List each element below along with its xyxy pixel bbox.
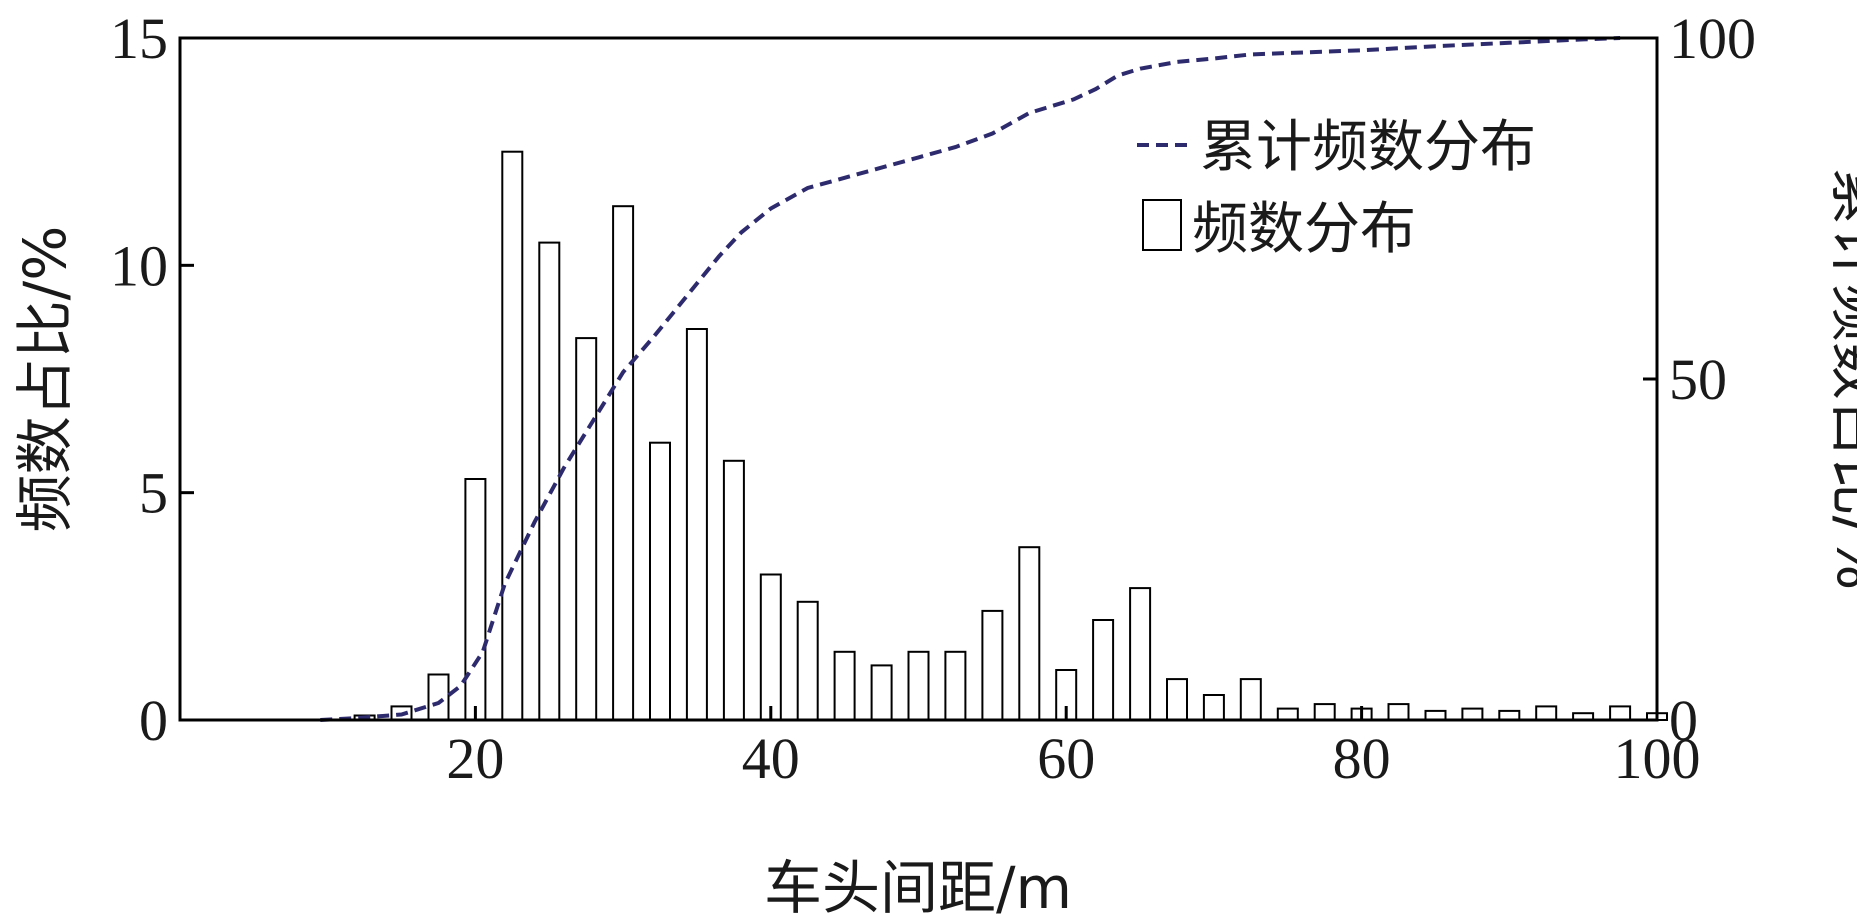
bar-10 <box>722 459 745 721</box>
bar-34 <box>1609 705 1632 722</box>
bar-22 <box>1166 678 1188 721</box>
bar-26 <box>1313 703 1336 721</box>
bar-24 <box>1239 678 1262 721</box>
bar-14 <box>870 664 893 722</box>
y-right-tick-label-1: 50 <box>1669 347 1727 412</box>
x-tick-label-3: 80 <box>1333 726 1391 791</box>
bar-4 <box>501 150 524 721</box>
bar-3 <box>464 478 487 721</box>
y-left-tick-label-2: 10 <box>110 233 168 298</box>
x-tick-label-2: 60 <box>1037 726 1095 791</box>
bar-25 <box>1276 707 1299 721</box>
legend: 累计频数分布 频数分布 <box>1137 115 1536 262</box>
bar-13 <box>833 650 856 721</box>
x-tick-label-1: 40 <box>742 726 800 791</box>
y-left-tick-label-3: 15 <box>110 6 168 71</box>
bar-8 <box>649 441 671 721</box>
bar-2 <box>427 673 450 721</box>
y-left-tick-label-1: 5 <box>139 461 168 526</box>
bar-30 <box>1461 707 1484 721</box>
bar-20 <box>1092 619 1115 721</box>
cumulative-line-layer <box>320 36 1621 722</box>
y-right-tick-label-0: 0 <box>1669 688 1698 753</box>
x-tick-label-0: 20 <box>446 726 504 791</box>
y-right-axis-title: 累计频数占比/% <box>1824 168 1857 591</box>
bar-17 <box>981 609 1004 722</box>
legend-bar-swatch <box>1142 199 1182 251</box>
legend-label-cumulative: 累计频数分布 <box>1200 115 1536 180</box>
bar-6 <box>575 337 598 721</box>
y-left-tick-label-0: 0 <box>139 688 168 753</box>
bar-12 <box>796 600 819 721</box>
bar-28 <box>1387 703 1410 721</box>
x-axis-title: 车头间距/m <box>764 854 1072 922</box>
legend-label-frequency: 频数分布 <box>1192 197 1416 262</box>
bar-15 <box>907 650 930 721</box>
cumulative-line <box>320 36 1621 722</box>
x-tick-label-4: 100 <box>1614 726 1701 791</box>
bar-21 <box>1129 587 1152 721</box>
bar-11 <box>759 573 782 721</box>
bar-9 <box>685 328 708 721</box>
bar-5 <box>538 241 561 721</box>
y-left-axis-title: 频数占比/% <box>11 226 79 533</box>
bar-16 <box>944 650 967 721</box>
bar-32 <box>1535 705 1558 722</box>
y-right-tick-label-2: 100 <box>1669 6 1756 71</box>
bar-18 <box>1018 546 1041 722</box>
bar-7 <box>612 205 635 721</box>
bars-layer <box>353 150 1668 722</box>
bar-23 <box>1202 694 1225 721</box>
